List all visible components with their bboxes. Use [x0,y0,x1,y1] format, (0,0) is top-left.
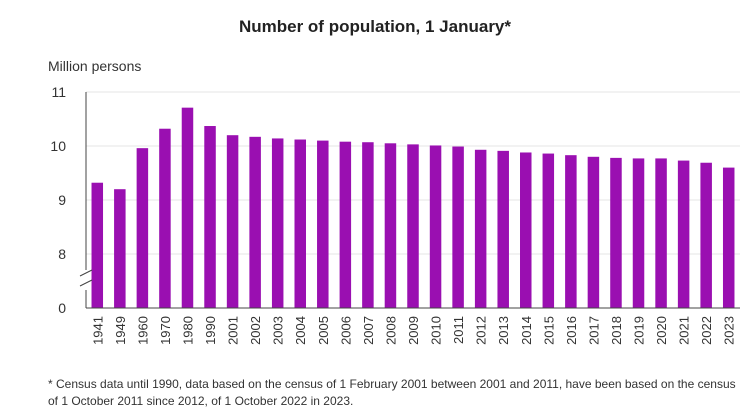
x-tick-label: 2005 [316,316,331,345]
footnote: * Census data until 1990, data based on … [48,377,736,408]
axis-break-mark [79,279,93,287]
bar-2002 [249,136,261,308]
x-tick-label: 2014 [519,316,534,345]
bar-1980 [181,107,194,308]
bar-2010 [429,145,442,308]
x-tick-label: 2019 [632,316,647,345]
x-tick-label: 2023 [722,316,737,345]
x-tick-label: 1970 [158,316,173,345]
x-tick-label: 2018 [609,316,624,345]
bar-2016 [565,155,577,308]
x-tick-label: 2013 [496,316,511,345]
bar-1970 [159,128,171,308]
y-tick-label: 8 [58,246,66,262]
bar-1990 [204,126,216,309]
x-tick-label: 2011 [451,316,466,344]
bar-2023 [722,167,735,308]
bar-1949 [114,189,126,308]
bar-1960 [136,148,149,308]
x-tick-label: 2002 [248,316,263,345]
x-tick-label: 2016 [564,316,579,345]
bar-1941 [91,182,104,308]
bar-2022 [700,162,712,308]
x-tick-label: 2021 [677,316,692,345]
y-tick-label: 9 [58,192,66,208]
x-tick-label: 2022 [699,316,714,345]
axes [79,92,740,309]
chart-title: Number of population, 1 January* [238,17,512,36]
x-tick-label: 1960 [135,316,150,345]
y-tick-label: 0 [58,300,66,316]
bar-2020 [655,158,667,308]
bar-2003 [271,138,284,308]
x-tick-label: 1949 [113,316,128,345]
bar-2013 [497,150,509,308]
x-tick-label: 2010 [429,316,444,345]
x-tick-label: 2009 [406,316,421,345]
x-tick-label: 2008 [383,316,398,345]
x-tick-labels: 1941 1949 1960 1970 1980 1990 2001 2002 2003 2004… [90,316,736,345]
bar-2005 [317,140,329,308]
bar-2001 [226,135,239,308]
bar-2007 [362,142,374,308]
x-tick-label: 2015 [541,316,556,345]
axis-break-mark [79,269,93,277]
bars [91,107,735,309]
x-tick-label: 2003 [271,316,286,345]
bar-2009 [407,144,419,308]
bar-2012 [474,149,487,308]
bar-2017 [587,156,600,308]
x-tick-label: 1941 [90,316,105,345]
x-tick-label: 2001 [226,316,241,345]
y-tick-labels: 0 8 9 10 11 [50,84,66,316]
bar-2004 [294,139,306,308]
y-axis-label: Million persons [48,58,142,74]
bar-2011 [452,146,464,308]
x-tick-label: 2020 [654,316,669,345]
y-tick-label: 11 [51,84,66,100]
x-tick-label: 2007 [361,316,376,345]
bar-2019 [632,158,645,308]
bar-2021 [677,160,690,308]
bar-2014 [520,152,532,308]
bar-2015 [542,153,555,308]
y-tick-label: 10 [50,138,66,154]
population-bar-chart: 0 8 9 10 11 1941 1949 1960 1970 1980 1990 2001 2002… [50,84,740,345]
bar-2006 [339,141,352,308]
bar-2018 [610,157,622,308]
x-tick-label: 1990 [203,316,218,345]
x-tick-label: 2006 [338,316,353,345]
x-tick-label: 2012 [474,316,489,345]
bar-2008 [384,143,397,308]
x-tick-label: 2004 [293,316,308,345]
x-tick-label: 2017 [586,316,601,345]
x-tick-label: 1980 [180,316,195,345]
